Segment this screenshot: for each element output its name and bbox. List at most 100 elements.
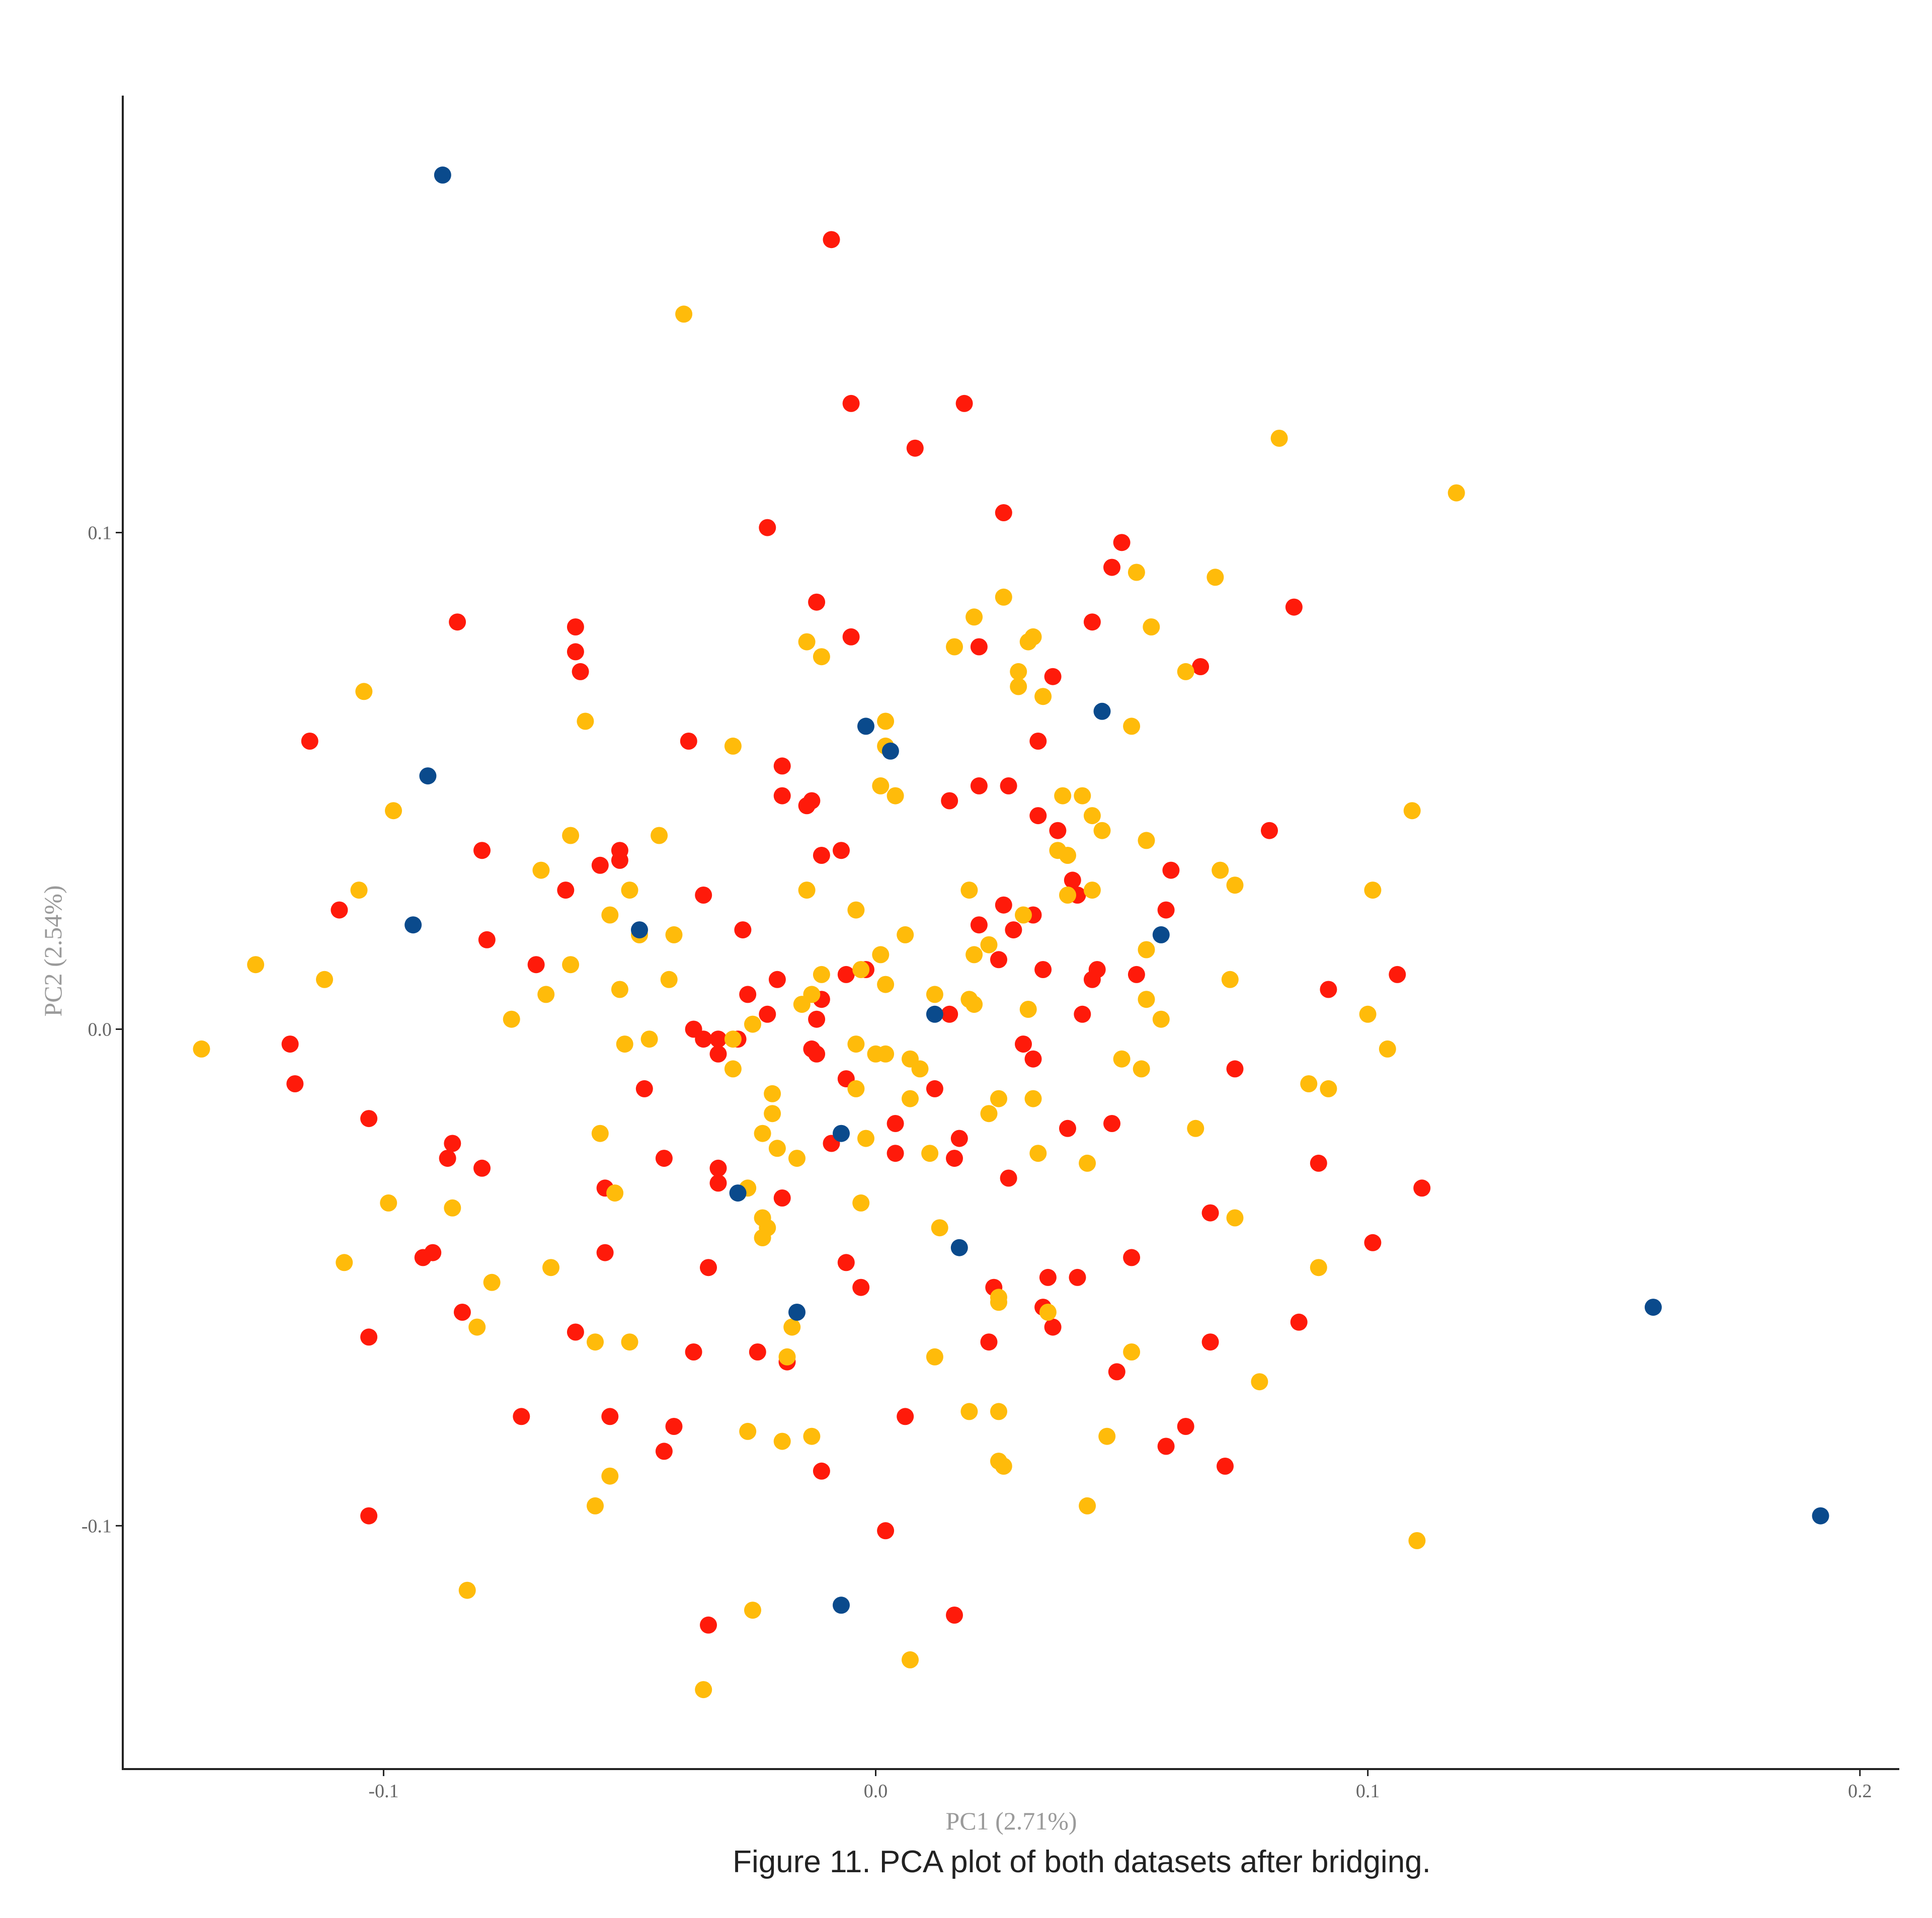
point-series-0-5 bbox=[995, 504, 1012, 521]
point-series-0-92 bbox=[655, 1150, 673, 1167]
point-series-0-134 bbox=[813, 1462, 830, 1480]
point-series-1-135 bbox=[739, 1422, 757, 1440]
point-series-0-76 bbox=[709, 1045, 727, 1063]
point-series-0-12 bbox=[1083, 613, 1101, 631]
point-series-1-31 bbox=[562, 827, 580, 844]
point-series-1-75 bbox=[744, 1015, 761, 1033]
x-tick-label: 0.0 bbox=[864, 1781, 888, 1802]
x-tick-label: -0.1 bbox=[368, 1781, 398, 1802]
point-series-1-40 bbox=[621, 882, 638, 899]
point-series-0-16 bbox=[572, 663, 589, 680]
point-series-1-46 bbox=[601, 906, 619, 924]
point-series-0-123 bbox=[685, 1343, 702, 1361]
point-series-1-50 bbox=[665, 926, 683, 943]
point-series-0-50 bbox=[734, 921, 752, 939]
point-series-2-6 bbox=[1152, 926, 1170, 943]
point-series-1-1 bbox=[1270, 430, 1288, 447]
point-series-1-103 bbox=[768, 1140, 786, 1157]
point-series-1-90 bbox=[1300, 1075, 1318, 1092]
point-series-1-41 bbox=[798, 882, 816, 899]
y-tick-label: -0.1 bbox=[82, 1515, 112, 1537]
point-series-1-110 bbox=[380, 1194, 397, 1212]
point-series-1-141 bbox=[601, 1467, 619, 1485]
point-series-0-129 bbox=[665, 1418, 683, 1435]
point-series-1-57 bbox=[562, 956, 580, 974]
point-series-0-53 bbox=[837, 966, 855, 983]
point-series-0-84 bbox=[887, 1115, 904, 1132]
x-tick-label: 0.1 bbox=[1356, 1781, 1380, 1802]
point-series-1-64 bbox=[1221, 971, 1239, 988]
point-series-0-94 bbox=[1310, 1154, 1327, 1172]
point-series-0-118 bbox=[1044, 1318, 1062, 1336]
point-series-0-82 bbox=[926, 1080, 943, 1097]
x-axis-ticks: -0.1 0.0 0.1 0.2 bbox=[368, 1769, 1872, 1802]
point-series-0-28 bbox=[798, 797, 816, 815]
point-series-1-19 bbox=[877, 712, 895, 730]
point-series-0-128 bbox=[897, 1408, 914, 1425]
point-series-0-52 bbox=[527, 956, 545, 974]
point-series-0-26 bbox=[970, 777, 988, 794]
point-series-1-137 bbox=[773, 1432, 791, 1450]
point-series-0-48 bbox=[1005, 921, 1022, 939]
point-series-0-111 bbox=[1069, 1268, 1086, 1286]
point-series-0-20 bbox=[680, 733, 697, 750]
point-series-1-33 bbox=[1138, 832, 1155, 849]
point-series-0-117 bbox=[567, 1323, 584, 1341]
point-series-1-98 bbox=[764, 1105, 781, 1123]
point-series-0-30 bbox=[1049, 822, 1067, 839]
point-series-1-27 bbox=[1403, 802, 1421, 820]
point-series-2-4 bbox=[419, 767, 437, 785]
point-series-2-14 bbox=[1812, 1507, 1829, 1525]
point-series-0-136 bbox=[877, 1522, 895, 1540]
point-series-2-0 bbox=[434, 166, 451, 184]
point-series-0-69 bbox=[695, 1030, 712, 1048]
point-series-0-23 bbox=[773, 787, 791, 805]
point-series-0-138 bbox=[946, 1607, 963, 1624]
point-series-2-12 bbox=[788, 1304, 806, 1321]
point-series-0-102 bbox=[1201, 1204, 1219, 1222]
point-series-0-90 bbox=[439, 1150, 456, 1167]
point-series-1-121 bbox=[483, 1273, 501, 1291]
point-series-1-44 bbox=[1364, 882, 1382, 899]
point-series-0-21 bbox=[1029, 733, 1047, 750]
point-series-0-75 bbox=[808, 1045, 826, 1063]
point-series-1-12 bbox=[813, 648, 830, 666]
point-series-1-32 bbox=[651, 827, 668, 844]
point-series-0-55 bbox=[1034, 961, 1052, 978]
point-series-0-47 bbox=[970, 916, 988, 934]
point-series-2-3 bbox=[881, 742, 899, 760]
point-series-0-85 bbox=[1103, 1115, 1120, 1132]
point-series-1-123 bbox=[990, 1294, 1007, 1311]
point-series-0-0 bbox=[823, 231, 840, 249]
point-series-1-148 bbox=[695, 1681, 712, 1699]
point-series-1-100 bbox=[1187, 1120, 1204, 1137]
point-series-1-125 bbox=[783, 1318, 801, 1336]
point-series-0-61 bbox=[1320, 981, 1337, 998]
point-series-1-51 bbox=[897, 926, 914, 943]
point-series-0-40 bbox=[557, 882, 575, 899]
point-series-0-46 bbox=[331, 901, 348, 919]
point-series-1-11 bbox=[1024, 628, 1042, 646]
point-series-0-108 bbox=[700, 1259, 717, 1276]
point-series-0-37 bbox=[591, 856, 609, 874]
point-series-2-9 bbox=[833, 1125, 850, 1142]
point-series-2-10 bbox=[729, 1184, 747, 1202]
point-series-0-96 bbox=[709, 1159, 727, 1177]
point-series-0-11 bbox=[842, 628, 860, 646]
point-series-1-138 bbox=[1098, 1427, 1116, 1445]
point-series-0-10 bbox=[808, 593, 826, 611]
point-series-1-15 bbox=[1010, 678, 1027, 695]
point-series-2-15 bbox=[833, 1596, 850, 1614]
point-series-1-7 bbox=[1143, 618, 1160, 635]
point-series-0-57 bbox=[1128, 966, 1145, 983]
point-series-0-62 bbox=[739, 986, 757, 1003]
point-series-0-79 bbox=[286, 1075, 304, 1092]
point-series-1-21 bbox=[724, 737, 742, 755]
point-series-0-132 bbox=[655, 1443, 673, 1460]
point-series-1-97 bbox=[980, 1105, 998, 1123]
point-series-1-59 bbox=[852, 961, 870, 978]
point-series-0-34 bbox=[813, 847, 830, 864]
point-series-1-134 bbox=[990, 1403, 1007, 1420]
point-series-0-51 bbox=[990, 951, 1007, 969]
